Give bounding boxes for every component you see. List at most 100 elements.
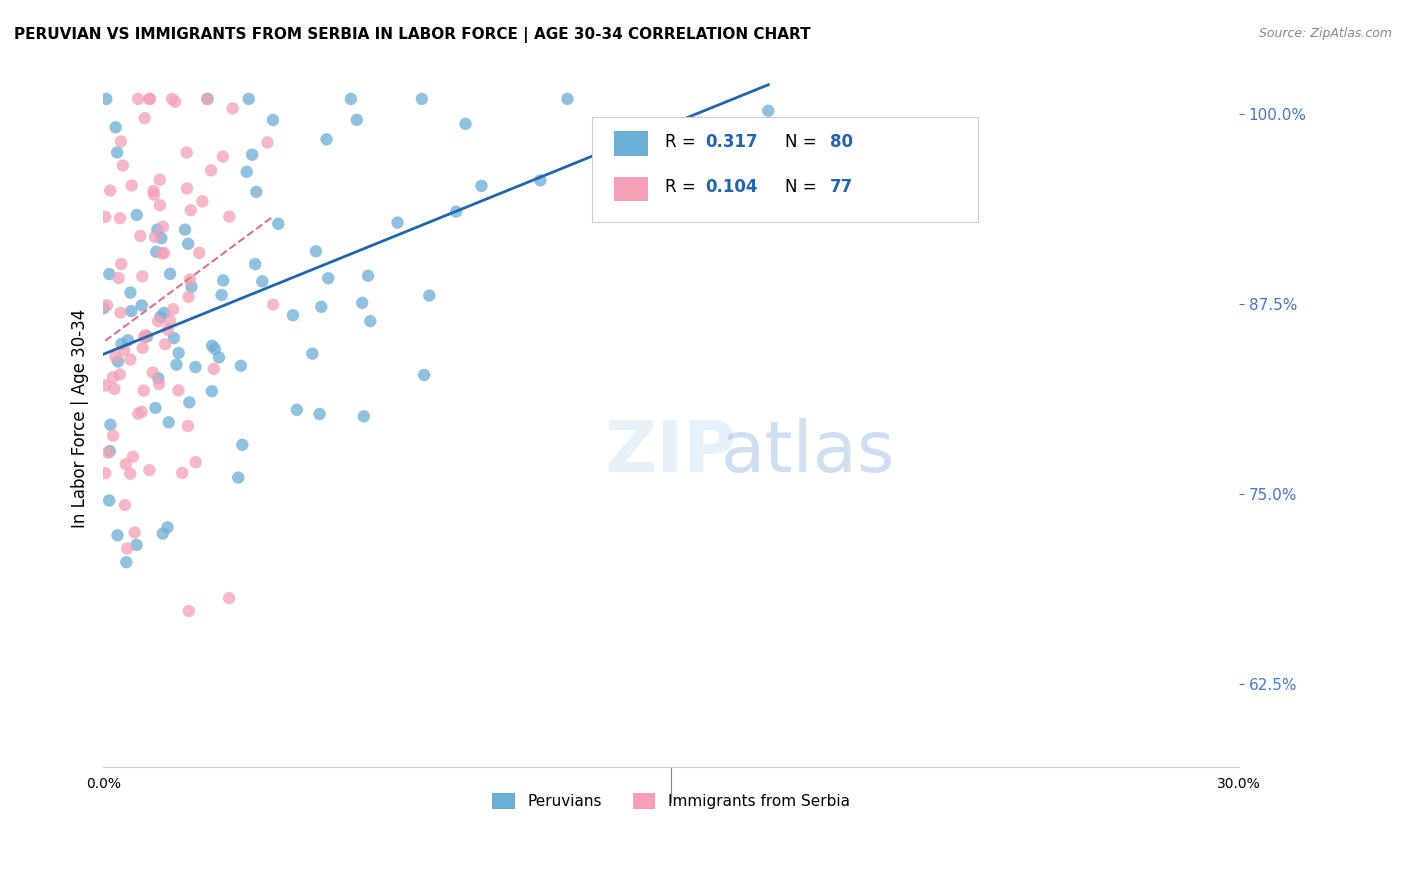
- Point: [104, 350, 127, 364]
- Point: [212, 150, 235, 164]
- Point: [96, 298, 118, 312]
- Text: 77: 77: [830, 178, 853, 196]
- Point: [150, 231, 173, 245]
- Text: R =: R =: [665, 178, 702, 196]
- Point: [346, 112, 368, 127]
- Point: [146, 222, 169, 236]
- Point: [301, 346, 323, 360]
- Point: [112, 343, 135, 358]
- Point: [200, 163, 222, 178]
- Point: [98, 184, 121, 198]
- Point: [176, 145, 198, 160]
- Point: [218, 591, 240, 606]
- Point: [352, 295, 374, 310]
- Point: [357, 268, 380, 283]
- Point: [149, 310, 172, 324]
- Point: [110, 135, 132, 149]
- Point: [177, 290, 200, 304]
- Point: [120, 304, 142, 318]
- Point: [104, 120, 127, 135]
- Point: [148, 371, 170, 385]
- Point: [165, 95, 187, 109]
- Point: [94, 210, 117, 224]
- Point: [188, 245, 211, 260]
- Y-axis label: In Labor Force | Age 30-34: In Labor Force | Age 30-34: [72, 309, 89, 527]
- Point: [197, 92, 219, 106]
- Point: [115, 541, 138, 556]
- Point: [305, 244, 328, 259]
- Point: [180, 203, 202, 218]
- Point: [470, 178, 492, 193]
- Point: [156, 520, 179, 534]
- Point: [340, 92, 363, 106]
- Point: [177, 419, 200, 434]
- Point: [184, 455, 207, 469]
- Point: [132, 384, 155, 398]
- Point: [229, 359, 252, 373]
- Text: N =: N =: [785, 178, 821, 196]
- Point: [127, 407, 149, 421]
- Point: [145, 244, 167, 259]
- Point: [114, 457, 136, 471]
- Point: [153, 306, 176, 320]
- Point: [160, 92, 183, 106]
- Point: [138, 92, 160, 106]
- Point: [138, 463, 160, 477]
- Point: [120, 467, 142, 481]
- Point: [359, 314, 381, 328]
- Point: [98, 444, 121, 458]
- Point: [159, 313, 181, 327]
- Point: [180, 280, 202, 294]
- Text: atlas: atlas: [720, 418, 894, 487]
- Point: [143, 187, 166, 202]
- Text: N =: N =: [785, 133, 821, 151]
- Point: [167, 384, 190, 398]
- Point: [94, 378, 117, 392]
- Point: [129, 229, 152, 244]
- Point: [262, 297, 284, 311]
- Point: [281, 308, 304, 322]
- Point: [195, 92, 218, 106]
- Point: [262, 113, 284, 128]
- Point: [96, 92, 118, 106]
- Point: [166, 358, 188, 372]
- Point: [136, 329, 159, 343]
- Point: [105, 145, 128, 160]
- Point: [557, 92, 579, 106]
- Point: [115, 555, 138, 569]
- Point: [172, 466, 194, 480]
- Point: [285, 402, 308, 417]
- Point: [311, 300, 333, 314]
- Point: [98, 267, 121, 281]
- Point: [142, 366, 165, 380]
- Point: [267, 217, 290, 231]
- Point: [245, 257, 267, 271]
- Point: [100, 417, 122, 432]
- Point: [107, 271, 129, 285]
- Point: [146, 314, 169, 328]
- Point: [98, 493, 121, 508]
- Point: [256, 136, 278, 150]
- Point: [101, 370, 124, 384]
- Point: [184, 360, 207, 375]
- Point: [117, 334, 139, 348]
- Point: [125, 208, 148, 222]
- Point: [93, 301, 115, 315]
- Point: [201, 339, 224, 353]
- Point: [201, 384, 224, 399]
- Point: [756, 103, 779, 118]
- Point: [110, 306, 132, 320]
- Point: [179, 395, 201, 409]
- Point: [238, 92, 260, 106]
- Text: R =: R =: [665, 133, 702, 151]
- Point: [120, 352, 142, 367]
- Point: [315, 132, 337, 146]
- Point: [149, 172, 172, 186]
- Point: [108, 211, 131, 226]
- Point: [131, 405, 153, 419]
- Point: [174, 222, 197, 236]
- Point: [125, 538, 148, 552]
- Point: [212, 273, 235, 287]
- Point: [148, 377, 170, 392]
- Point: [124, 525, 146, 540]
